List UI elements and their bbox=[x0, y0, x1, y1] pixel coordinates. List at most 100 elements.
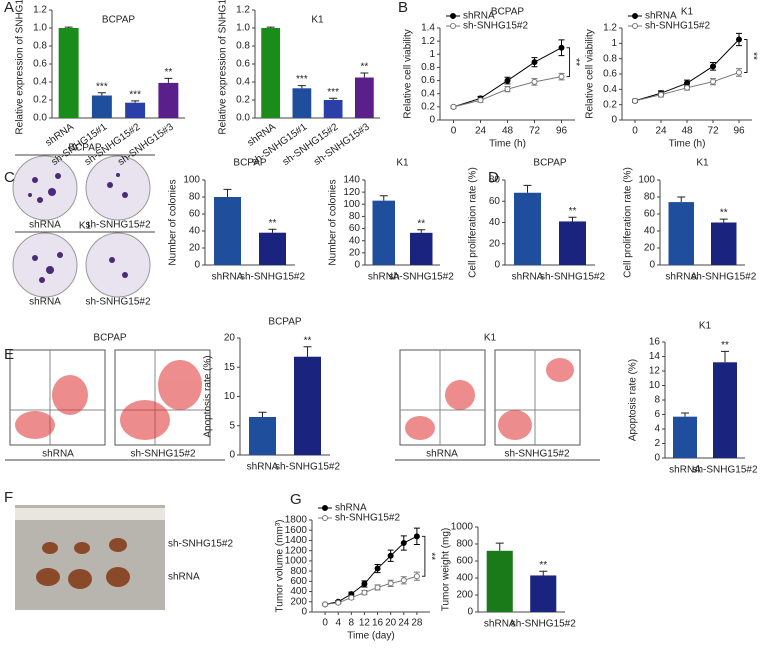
x-tick-label: sh-SNHG15#2 bbox=[275, 462, 340, 473]
marker bbox=[736, 36, 742, 43]
y-tick-label: 20 bbox=[189, 243, 201, 254]
chart-title: K1 bbox=[699, 321, 712, 332]
chart-title: BCPAP bbox=[233, 158, 266, 169]
y-tick-label: 120 bbox=[343, 187, 360, 198]
marker bbox=[710, 63, 716, 70]
error-bar bbox=[268, 228, 277, 233]
y-tick-label: 12 bbox=[649, 366, 661, 377]
bar bbox=[711, 222, 737, 265]
y-tick-label: 1200 bbox=[285, 545, 308, 556]
y-axis-label: Tumor weight (mg) bbox=[441, 528, 452, 612]
bar bbox=[372, 200, 395, 265]
x-tick-label: shRNA bbox=[484, 619, 516, 630]
y-tick-label: 0.6 bbox=[236, 59, 250, 70]
marker bbox=[531, 59, 538, 66]
y-tick-label: 60 bbox=[349, 223, 361, 234]
series-line bbox=[634, 39, 740, 102]
y-tick-label: 0.8 bbox=[603, 53, 617, 64]
x-tick-label: 72 bbox=[707, 126, 719, 137]
bar bbox=[214, 197, 241, 265]
error-bar bbox=[719, 218, 728, 223]
y-axis-label: Cell proliferation rate (%) bbox=[468, 167, 479, 278]
x-tick-label: 48 bbox=[502, 126, 514, 137]
significance: ** bbox=[569, 206, 577, 217]
marker bbox=[413, 573, 420, 580]
significance: *** bbox=[327, 87, 339, 98]
marker bbox=[558, 44, 565, 51]
y-tick-label: 20 bbox=[224, 333, 236, 344]
chart-title: K1 bbox=[681, 7, 694, 18]
y-tick-label: 8 bbox=[654, 395, 660, 406]
marker bbox=[710, 78, 716, 85]
undefined: shRNA bbox=[426, 449, 458, 460]
y-tick-label: 5 bbox=[229, 420, 235, 431]
flow-plots bbox=[5, 349, 600, 461]
marker bbox=[413, 533, 420, 540]
y-tick-label: 80 bbox=[644, 192, 656, 203]
y-tick-label: 60 bbox=[189, 209, 201, 220]
marker bbox=[361, 589, 368, 596]
panel-letter: B bbox=[398, 0, 408, 16]
y-tick-label: 0 bbox=[301, 607, 307, 618]
tumor-photo bbox=[15, 505, 165, 610]
bar bbox=[125, 102, 146, 118]
error-bar bbox=[360, 72, 369, 78]
x-tick-label: 20 bbox=[385, 618, 397, 629]
legend-marker bbox=[450, 23, 456, 29]
y-axis-label: Number of colonies bbox=[328, 179, 339, 265]
x-tick-label: sh-SNHG15#3 bbox=[312, 121, 372, 168]
undefined: sh-SNHG15#2 bbox=[130, 449, 195, 460]
y-tick-label: 1400 bbox=[285, 535, 308, 546]
y-axis-label: Cell proliferation rate (%) bbox=[623, 167, 634, 278]
y-tick-label: 80 bbox=[489, 175, 501, 186]
significance: ** bbox=[720, 208, 728, 219]
x-tick-label: 72 bbox=[529, 126, 541, 137]
y-tick-label: 20 bbox=[644, 243, 656, 254]
y-tick-label: 0 bbox=[429, 115, 435, 126]
bar bbox=[294, 356, 321, 455]
x-tick-label: shRNA bbox=[212, 272, 244, 283]
error-bar bbox=[297, 85, 306, 89]
chart-title: BCPAP bbox=[268, 317, 301, 328]
marker bbox=[400, 577, 407, 584]
y-tick-label: 600 bbox=[290, 576, 307, 587]
x-tick-label: 8 bbox=[349, 618, 355, 629]
y-axis-label: Tumor volume (mm³) bbox=[275, 520, 286, 613]
x-tick-label: sh-SNHG15#2 bbox=[240, 272, 305, 283]
x-tick-label: shRNA bbox=[512, 272, 544, 283]
y-tick-label: 800 bbox=[290, 566, 307, 577]
bar bbox=[292, 88, 312, 118]
error-bar bbox=[495, 542, 504, 551]
undefined: sh-SNHG15#2 bbox=[504, 449, 569, 460]
x-tick-label: 0 bbox=[322, 618, 328, 629]
panel-letter: F bbox=[4, 489, 13, 506]
x-tick-label: shRNA bbox=[368, 272, 400, 283]
marker bbox=[322, 601, 329, 608]
y-tick-label: 14 bbox=[649, 351, 661, 362]
y-tick-label: 0 bbox=[194, 260, 200, 271]
y-tick-label: 200 bbox=[290, 596, 307, 607]
y-tick-label: 1.0 bbox=[33, 23, 47, 34]
significance: ** bbox=[570, 58, 581, 66]
y-tick-label: 0 bbox=[229, 450, 235, 461]
y-tick-label: 60 bbox=[489, 196, 501, 207]
legend-marker bbox=[632, 13, 638, 19]
y-tick-label: 40 bbox=[349, 235, 361, 246]
x-tick-label: sh-SNHG15#2 bbox=[511, 619, 576, 630]
panel-letter: A bbox=[4, 0, 14, 16]
legend-marker bbox=[632, 23, 638, 29]
y-axis-label: Relative cell viability bbox=[585, 29, 596, 118]
error-bar bbox=[417, 229, 426, 233]
y-tick-label: 400 bbox=[290, 586, 307, 597]
y-tick-label: 100 bbox=[183, 175, 200, 186]
bar bbox=[91, 95, 112, 118]
error-bar bbox=[303, 346, 312, 357]
x-tick-label: 24 bbox=[398, 618, 410, 629]
y-tick-label: 6 bbox=[654, 409, 660, 420]
marker bbox=[477, 97, 484, 104]
bar bbox=[58, 28, 79, 118]
chart-title: BCPAP bbox=[102, 15, 135, 26]
y-axis-label: Apoptosis rate (%) bbox=[203, 355, 214, 437]
error-bar bbox=[266, 26, 275, 28]
